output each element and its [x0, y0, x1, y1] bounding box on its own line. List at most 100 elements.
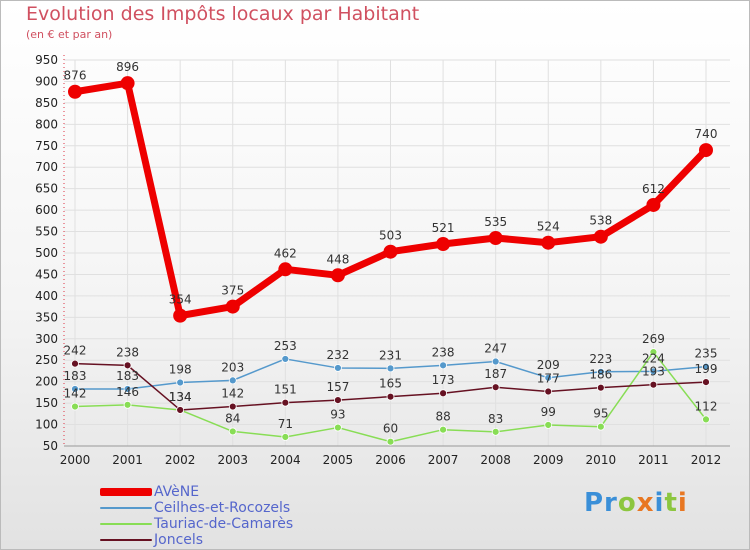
y-tick-label-550: 550 [35, 225, 58, 239]
data-point-ceilhes-2004 [281, 355, 290, 363]
legend-swatch-ceilhes [100, 507, 152, 509]
data-label-avene-2005: 448 [326, 252, 349, 266]
data-label-avene-2008: 535 [484, 215, 507, 229]
data-label-joncels-2012: 199 [695, 362, 718, 376]
y-tick-label-450: 450 [35, 267, 58, 281]
data-point-joncels-2011 [649, 380, 658, 389]
data-label-tauriac-2010: 95 [593, 407, 608, 421]
x-tick-label-2003: 2003 [217, 453, 248, 467]
data-point-joncels-2001 [123, 361, 132, 370]
data-label-joncels-2010: 186 [589, 368, 612, 382]
data-point-ceilhes-2011 [649, 367, 658, 376]
x-tick-label-2007: 2007 [428, 453, 459, 467]
y-tick-label-600: 600 [35, 203, 58, 217]
x-tick-label-2009: 2009 [533, 453, 564, 467]
data-point-avene-2001 [120, 76, 135, 91]
data-point-tauriac-2005 [334, 423, 342, 432]
data-point-tauriac-2010 [596, 422, 605, 431]
data-point-tauriac-2004 [281, 433, 290, 441]
data-point-avene-2007 [436, 236, 451, 251]
data-label-tauriac-2001: 146 [116, 385, 139, 399]
data-point-joncels-2003 [228, 402, 237, 411]
data-point-avene-2009 [541, 235, 556, 250]
data-label-joncels-2000: 242 [64, 344, 87, 358]
data-point-avene-2002 [173, 308, 188, 323]
data-label-ceilhes-2010: 223 [589, 352, 612, 366]
y-tick-label-250: 250 [35, 353, 58, 367]
legend-item-tauriac: Tauriac-de-Camarès [100, 516, 400, 532]
x-tick-label-2004: 2004 [270, 453, 301, 467]
data-point-tauriac-2001 [123, 400, 132, 409]
legend-item-ceilhes: Ceilhes-et-Rocozels [100, 500, 400, 516]
data-point-ceilhes-2007 [439, 361, 447, 370]
data-point-avene-2005 [330, 268, 345, 283]
data-point-tauriac-2012 [702, 415, 710, 424]
data-point-tauriac-2006 [386, 437, 395, 446]
data-point-ceilhes-2006 [386, 364, 395, 373]
data-point-joncels-2007 [439, 389, 447, 398]
data-point-ceilhes-2002 [176, 378, 185, 387]
y-tick-label-350: 350 [35, 310, 58, 324]
data-point-ceilhes-2010 [596, 367, 605, 376]
data-label-joncels-2004: 151 [274, 383, 297, 397]
data-label-ceilhes-2001: 183 [116, 369, 139, 383]
y-tick-label-150: 150 [35, 396, 58, 410]
data-label-avene-2004: 462 [274, 246, 297, 260]
data-point-avene-2011 [646, 197, 661, 212]
y-tick-label-400: 400 [35, 289, 58, 303]
x-tick-label-2005: 2005 [323, 453, 354, 467]
data-label-joncels-2008: 187 [484, 367, 507, 381]
data-label-ceilhes-2011: 224 [642, 351, 665, 365]
data-point-avene-2000 [68, 84, 82, 99]
data-label-tauriac-2006: 60 [383, 422, 398, 436]
data-label-tauriac-2000: 142 [64, 387, 87, 401]
y-tick-label-100: 100 [35, 418, 58, 432]
data-point-joncels-2010 [596, 383, 605, 392]
legend-swatch-avene [100, 488, 152, 496]
y-tick-label-800: 800 [35, 117, 58, 131]
legend-label-ceilhes: Ceilhes-et-Rocozels [154, 500, 291, 516]
data-point-joncels-2006 [386, 392, 395, 401]
proxiti-logo: Proxiti [584, 488, 688, 518]
chart-legend: AVèNE Ceilhes-et-Rocozels Tauriac-de-Cam… [100, 484, 400, 548]
data-point-avene-2004 [278, 262, 293, 277]
x-tick-label-2011: 2011 [638, 453, 669, 467]
y-tick-label-750: 750 [35, 139, 58, 153]
x-tick-label-2000: 2000 [60, 453, 91, 467]
data-label-avene-2001: 896 [116, 60, 139, 74]
data-point-ceilhes-2005 [334, 364, 342, 372]
data-point-joncels-2012 [702, 378, 710, 386]
x-tick-label-2012: 2012 [691, 453, 722, 467]
chart-title: Evolution des Impôts locaux par Habitant [26, 3, 420, 25]
data-label-tauriac-2012: 112 [695, 399, 718, 413]
data-point-avene-2012 [699, 143, 713, 158]
data-point-avene-2003 [225, 299, 240, 314]
data-label-ceilhes-2007: 238 [432, 345, 455, 359]
data-label-tauriac-2007: 88 [435, 410, 450, 424]
legend-swatch-tauriac [100, 523, 152, 525]
data-label-avene-2012: 740 [695, 127, 718, 141]
legend-item-joncels: Joncels [100, 532, 400, 548]
data-label-joncels-2006: 165 [379, 377, 402, 391]
data-label-joncels-2011: 193 [642, 365, 665, 379]
data-label-ceilhes-2006: 231 [379, 348, 402, 362]
y-tick-label-950: 950 [35, 53, 58, 67]
data-label-joncels-2009: 177 [537, 372, 560, 386]
x-tick-label-2002: 2002 [165, 453, 196, 467]
data-point-tauriac-2003 [228, 427, 237, 436]
data-label-ceilhes-2005: 232 [326, 348, 349, 362]
data-label-joncels-2003: 142 [221, 387, 244, 401]
data-point-avene-2008 [488, 230, 503, 245]
data-label-ceilhes-2003: 203 [221, 360, 244, 374]
data-point-tauriac-2000 [71, 402, 79, 411]
data-point-tauriac-2009 [544, 421, 553, 429]
data-point-ceilhes-2003 [228, 376, 237, 385]
data-label-avene-2002: 354 [169, 293, 192, 307]
y-tick-label-200: 200 [35, 375, 58, 389]
data-point-joncels-2005 [334, 396, 342, 405]
y-tick-label-50: 50 [43, 439, 58, 453]
data-label-tauriac-2011: 269 [642, 332, 665, 346]
data-label-joncels-2001: 238 [116, 345, 139, 359]
x-tick-label-2001: 2001 [112, 453, 143, 467]
